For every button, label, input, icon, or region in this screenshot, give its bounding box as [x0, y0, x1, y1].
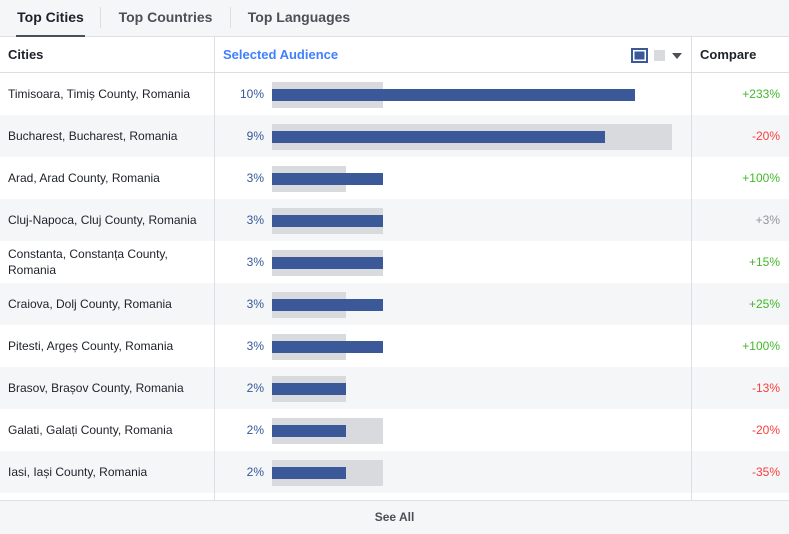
- compare-value: -13%: [751, 381, 780, 395]
- selected-audience-percent: 2%: [246, 381, 264, 395]
- city-name: Brasov, Brașov County, Romania: [8, 381, 184, 395]
- table-row: Constanta, Constanța County, Romania 3% +1…: [0, 241, 789, 283]
- column-divider: [691, 37, 692, 500]
- selected-audience-percent: 10%: [239, 87, 264, 101]
- selected-audience-percent: 3%: [246, 171, 264, 185]
- tab-top-languages[interactable]: Top Languages: [247, 9, 351, 25]
- compare-value: +100%: [742, 171, 780, 185]
- table-row: Bucharest, Bucharest, Romania 9% -20%: [0, 115, 789, 157]
- city-name: Cluj-Napoca, Cluj County, Romania: [8, 213, 197, 227]
- selected-audience-percent: 3%: [246, 213, 264, 227]
- selected-audience-bar: [272, 215, 383, 227]
- compare-value: +25%: [748, 297, 780, 311]
- selected-audience-percent: 3%: [246, 297, 264, 311]
- compare-value: +100%: [742, 339, 780, 353]
- city-name: Craiova, Dolj County, Romania: [8, 297, 172, 311]
- compare-value: -35%: [751, 465, 780, 479]
- table-row: Galati, Galați County, Romania 2% -20%: [0, 409, 789, 451]
- city-name: Iasi, Iași County, Romania: [8, 465, 148, 479]
- table-row: Timisoara, Timiș County, Romania 10% +233%: [0, 73, 789, 115]
- selected-audience-percent: 2%: [246, 465, 264, 479]
- selected-audience-bar: [272, 383, 346, 395]
- table-row: Iasi, Iași County, Romania 2% -35%: [0, 451, 789, 493]
- compare-value: +233%: [742, 87, 780, 101]
- compare-value: -20%: [751, 423, 780, 437]
- selected-audience-bar: [272, 257, 383, 269]
- selected-audience-percent: 2%: [246, 423, 264, 437]
- selected-audience-bar: [272, 173, 383, 185]
- city-name: Galati, Galați County, Romania: [8, 423, 173, 437]
- selected-audience-percent: 3%: [246, 255, 264, 269]
- column-divider: [214, 37, 215, 500]
- selected-audience-legend-icon[interactable]: [631, 48, 648, 63]
- selected-audience-bar: [272, 299, 383, 311]
- tab-top-countries[interactable]: Top Countries: [118, 9, 213, 25]
- tab-divider: [100, 7, 101, 28]
- column-header-selected-audience[interactable]: Selected Audience: [223, 47, 339, 62]
- selected-audience-bar: [272, 467, 346, 479]
- see-all-button[interactable]: See All: [0, 500, 789, 534]
- table-row: Brasov, Brașov County, Romania 2% -13%: [0, 367, 789, 409]
- compare-value: -20%: [751, 129, 780, 143]
- compare-value: +3%: [755, 213, 780, 227]
- table-row: Craiova, Dolj County, Romania 3% +25%: [0, 283, 789, 325]
- caret-down-icon[interactable]: [672, 53, 682, 59]
- tab-divider: [230, 7, 231, 28]
- selected-audience-percent: 9%: [246, 129, 264, 143]
- city-name: Pitesti, Argeș County, Romania: [8, 339, 174, 353]
- selected-audience-bar: [272, 89, 635, 101]
- selected-audience-bar: [272, 131, 605, 143]
- tab-bar: Top Cities Top Countries Top Languages: [0, 0, 789, 38]
- baseline-legend-icon[interactable]: [654, 50, 665, 61]
- city-name: Arad, Arad County, Romania: [8, 171, 160, 185]
- selected-audience-percent: 3%: [246, 339, 264, 353]
- table-row: Cluj-Napoca, Cluj County, Romania 3% +3%: [0, 199, 789, 241]
- tab-top-cities[interactable]: Top Cities: [16, 0, 85, 38]
- selected-audience-bar: [272, 425, 346, 437]
- compare-value: +15%: [748, 255, 780, 269]
- column-header-cities: Cities: [8, 47, 44, 62]
- city-name: Bucharest, Bucharest, Romania: [8, 129, 178, 143]
- column-header-compare[interactable]: Compare: [700, 47, 757, 62]
- table-row: Pitesti, Argeș County, Romania 3% +100%: [0, 325, 789, 367]
- city-name: Constanta, Constanța County, Romania: [8, 247, 168, 277]
- table-header: Cities Selected Audience Compare: [0, 37, 789, 73]
- table-row: Arad, Arad County, Romania 3% +100%: [0, 157, 789, 199]
- selected-audience-bar: [272, 341, 383, 353]
- city-name: Timisoara, Timiș County, Romania: [8, 87, 191, 101]
